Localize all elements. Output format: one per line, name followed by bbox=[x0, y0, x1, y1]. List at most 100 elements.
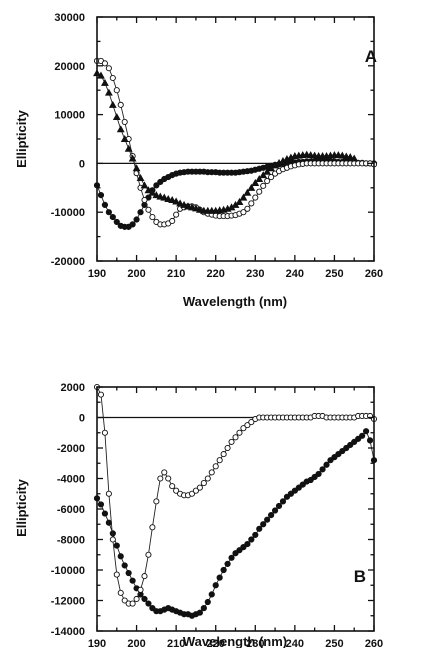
data-point bbox=[145, 600, 152, 607]
data-point bbox=[113, 542, 120, 549]
data-point bbox=[141, 595, 148, 603]
data-point bbox=[346, 153, 355, 161]
data-point bbox=[173, 487, 180, 494]
chart-panel-a: 190 200 210 220 230 240 250 260 -20000 -10000 0 100… bbox=[14, 12, 383, 309]
data-point bbox=[240, 209, 247, 216]
panel-label: B bbox=[354, 567, 366, 586]
data-point bbox=[105, 65, 112, 72]
y-tick-label: -2000 bbox=[57, 443, 85, 455]
data-point bbox=[196, 609, 203, 616]
data-point bbox=[235, 197, 244, 205]
data-point bbox=[275, 502, 283, 510]
data-point bbox=[319, 466, 326, 473]
data-point bbox=[116, 125, 125, 133]
data-point bbox=[268, 511, 275, 519]
data-point bbox=[149, 524, 156, 531]
data-point bbox=[247, 183, 256, 191]
data-point bbox=[97, 71, 105, 79]
x-tick-label: 250 bbox=[325, 638, 343, 648]
data-point bbox=[141, 573, 148, 580]
data-point bbox=[248, 419, 255, 426]
y-tick-label: -14000 bbox=[51, 626, 85, 638]
data-point bbox=[208, 469, 215, 476]
y-tick-label: -4000 bbox=[57, 474, 85, 486]
data-point bbox=[121, 562, 128, 569]
data-point bbox=[113, 571, 120, 578]
x-tick-label: 190 bbox=[88, 268, 106, 280]
data-point bbox=[141, 196, 148, 204]
y-tick-label: 0 bbox=[79, 158, 85, 170]
data-point bbox=[105, 209, 112, 216]
data-point bbox=[224, 444, 231, 452]
y-tick-label: 20000 bbox=[54, 61, 85, 73]
data-point bbox=[362, 428, 370, 435]
data-point bbox=[113, 87, 120, 94]
data-point bbox=[243, 188, 252, 196]
data-point bbox=[149, 214, 156, 221]
data-point bbox=[192, 204, 200, 212]
x-tick-label: 220 bbox=[207, 638, 225, 648]
data-point bbox=[101, 201, 109, 208]
data-point bbox=[153, 498, 160, 505]
y-tick-label: 10000 bbox=[54, 110, 85, 122]
data-point bbox=[255, 174, 264, 183]
data-point bbox=[252, 194, 259, 201]
y-tick-label: 30000 bbox=[54, 12, 85, 24]
x-tick-label: 220 bbox=[207, 268, 225, 280]
data-point bbox=[244, 540, 251, 548]
data-point bbox=[140, 181, 149, 189]
data-point bbox=[260, 521, 267, 528]
data-point bbox=[248, 536, 255, 543]
data-point bbox=[279, 498, 287, 505]
data-point bbox=[366, 437, 374, 444]
data-point bbox=[97, 501, 105, 508]
data-point bbox=[240, 425, 247, 432]
data-point bbox=[323, 461, 330, 468]
data-point bbox=[224, 560, 231, 568]
data-point bbox=[136, 174, 145, 182]
y-tick-label: -8000 bbox=[57, 535, 85, 547]
data-point bbox=[152, 191, 161, 199]
data-point bbox=[120, 134, 129, 143]
data-point bbox=[169, 217, 176, 225]
data-point bbox=[251, 178, 260, 186]
x-axis-title: Wavelength (nm) bbox=[183, 294, 287, 309]
data-point bbox=[104, 88, 113, 96]
x-tick-label: 210 bbox=[167, 268, 185, 280]
data-point bbox=[239, 193, 248, 201]
data-point bbox=[117, 553, 124, 560]
data-point bbox=[108, 100, 117, 108]
data-point bbox=[128, 154, 137, 162]
data-point bbox=[263, 167, 272, 175]
y-axis-title: Ellipticity bbox=[14, 109, 29, 168]
x-tick-label: 260 bbox=[365, 638, 383, 648]
data-point bbox=[101, 60, 108, 67]
data-point bbox=[157, 475, 164, 482]
data-point bbox=[315, 470, 322, 478]
series-line bbox=[96, 72, 355, 212]
data-point bbox=[121, 118, 128, 125]
data-point bbox=[169, 483, 176, 490]
data-point bbox=[232, 434, 239, 441]
data-point bbox=[145, 206, 152, 213]
data-point bbox=[137, 586, 144, 593]
data-point bbox=[172, 197, 181, 205]
data-point bbox=[109, 74, 116, 82]
data-point bbox=[204, 475, 211, 482]
data-point bbox=[148, 188, 157, 196]
data-point bbox=[173, 211, 180, 218]
data-point bbox=[259, 171, 268, 179]
data-point bbox=[200, 605, 207, 612]
data-point bbox=[228, 438, 235, 445]
data-point bbox=[165, 475, 172, 482]
data-point bbox=[236, 429, 243, 436]
data-point bbox=[216, 574, 223, 581]
data-point bbox=[271, 507, 279, 514]
x-axis-title: Wavelength (nm) bbox=[183, 634, 287, 648]
data-point bbox=[101, 429, 108, 436]
data-point bbox=[208, 591, 215, 598]
data-point bbox=[109, 536, 116, 543]
data-point bbox=[180, 200, 188, 208]
data-point bbox=[129, 221, 136, 228]
